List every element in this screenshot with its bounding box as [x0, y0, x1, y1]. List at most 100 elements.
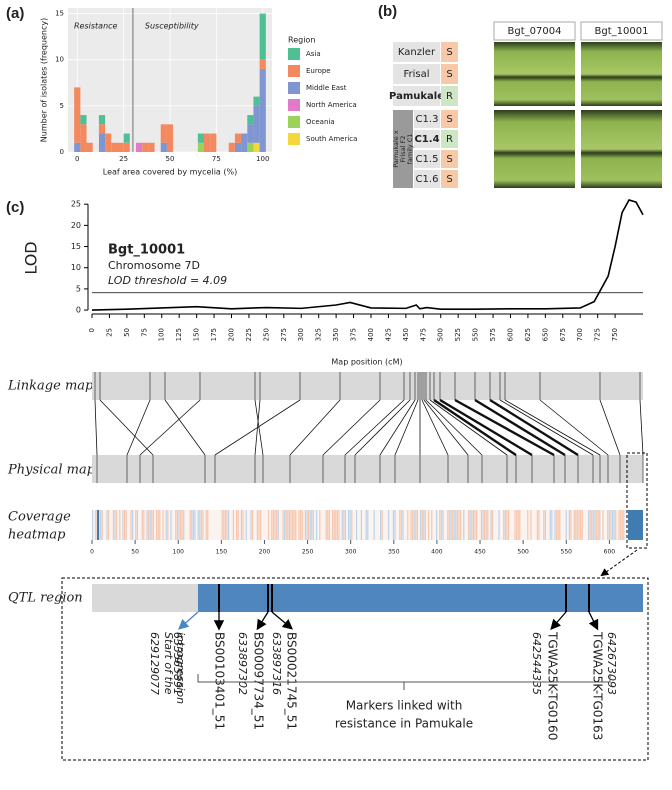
histogram-bar: [247, 115, 254, 125]
heatmap-cell: [136, 510, 138, 540]
heatmap-cell: [452, 510, 454, 540]
connector: [599, 399, 621, 456]
x-tick-label: 500: [437, 328, 445, 341]
family-label: family C1: [406, 134, 414, 165]
x-axis-label: Map position (cM): [331, 358, 402, 367]
heatmap-cell: [431, 510, 433, 540]
x-tick-label: 0: [75, 155, 79, 163]
heatmap-cell: [599, 510, 601, 540]
x-tick-label: 100: [256, 155, 269, 163]
histogram-bar: [74, 87, 81, 143]
heatmap-cell: [336, 510, 338, 540]
heatmap-tick-label: 350: [388, 549, 400, 556]
qtl-box: [61, 577, 649, 761]
histogram-bar: [197, 142, 204, 152]
score-cell: [441, 86, 458, 106]
heatmap-cell: [607, 510, 609, 540]
x-tick-label: 400: [367, 328, 375, 341]
y-tick-label: 15: [71, 242, 81, 251]
heatmap-cell: [284, 510, 286, 540]
y-tick-label: 5: [76, 284, 81, 293]
heatmap-cell: [492, 510, 494, 540]
heatmap-cell: [527, 510, 529, 540]
heatmap-cell: [506, 510, 508, 540]
histogram-bar: [123, 133, 130, 143]
heatmap-cell: [148, 510, 150, 540]
x-tick-label: 550: [472, 328, 480, 341]
start-label: introgression: [174, 632, 187, 704]
heatmap-cell: [448, 510, 450, 540]
y-tick-label: 25: [71, 200, 81, 209]
heatmap-cell: [159, 510, 161, 540]
heatmap-cell: [580, 510, 582, 540]
column-header-box: [493, 21, 576, 41]
y-tick-label: 15: [55, 10, 64, 18]
heatmap-cell: [92, 510, 94, 540]
histogram-bar: [241, 133, 248, 152]
heatmap-cell: [298, 510, 300, 540]
heatmap-cell: [423, 510, 425, 540]
heatmap-cell: [224, 510, 226, 540]
x-tick-label: 225: [245, 328, 253, 341]
connector: [423, 399, 469, 456]
heatmap-cell: [476, 510, 478, 540]
row-name: C1.6: [416, 174, 439, 185]
histogram-bar: [86, 142, 93, 152]
marker-arrow: [256, 611, 269, 631]
row-name: C1.3: [416, 114, 439, 125]
bracket-label: Markers linked with: [346, 699, 463, 713]
histogram-bar: [142, 142, 149, 152]
heatmap-cell: [504, 510, 506, 540]
heatmap-cell: [200, 510, 202, 540]
connector: [421, 399, 449, 456]
x-tick-label: 50: [123, 328, 131, 337]
heatmap-cell: [338, 510, 340, 540]
connector: [539, 399, 609, 456]
heatmap-cell: [228, 510, 230, 540]
heatmap-cell: [202, 510, 204, 540]
histogram-bar: [98, 124, 106, 134]
histogram-bar: [105, 133, 112, 152]
introgression-bar: [198, 584, 643, 612]
heatmap-cell: [482, 510, 484, 540]
histogram-bar: [166, 124, 174, 152]
histogram-bar: [253, 142, 260, 152]
heatmap-cell: [530, 510, 532, 540]
heatmap-cell: [349, 510, 351, 540]
heatmap-cell: [199, 510, 201, 540]
heatmap-cell: [149, 510, 151, 540]
heatmap-cell: [274, 510, 276, 540]
heatmap-cell: [400, 510, 402, 540]
map-label: Coverage: [8, 510, 71, 525]
heatmap-cell: [399, 510, 401, 540]
x-tick-label: 125: [175, 328, 183, 341]
row-name-cell: [393, 64, 440, 84]
connector: [289, 399, 341, 456]
x-tick-label: 525: [454, 328, 462, 341]
heatmap-cell: [95, 510, 97, 540]
connector: [425, 399, 483, 456]
heatmap-cell: [125, 510, 127, 540]
score-cell: [441, 170, 458, 188]
x-tick-label: 300: [297, 328, 305, 341]
histogram-bar: [80, 124, 87, 152]
legend-label: Europe: [306, 67, 331, 75]
heatmap-cell: [304, 510, 306, 540]
heatmap-cell: [351, 510, 353, 540]
heatmap-cell: [410, 510, 412, 540]
histogram-bar: [160, 124, 167, 143]
heatmap-cell: [613, 510, 615, 540]
heatmap-cell: [108, 510, 110, 540]
row-name-cell: [393, 86, 440, 106]
connector: [489, 398, 579, 457]
row-name-cell: [414, 110, 440, 128]
row-name-cell: [414, 150, 440, 168]
heatmap-tick-label: 50: [131, 549, 139, 556]
heatmap-cell: [308, 510, 310, 540]
heatmap-cell: [565, 510, 567, 540]
connector: [433, 399, 517, 456]
column-header-box: [580, 21, 663, 41]
heatmap-cell: [615, 510, 617, 540]
heatmap-tick-label: 100: [173, 549, 185, 556]
histogram-bar: [253, 105, 260, 143]
